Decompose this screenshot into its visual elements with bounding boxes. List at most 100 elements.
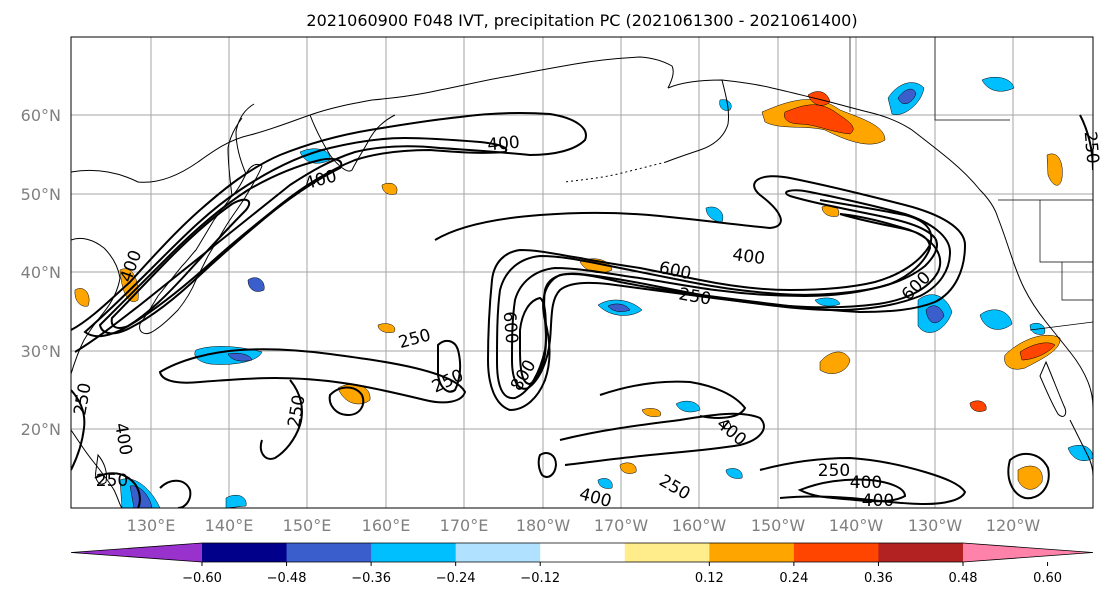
ivt-contour-jet-core-w [98, 157, 343, 335]
ivt-contour-south-e2 [599, 380, 747, 419]
colorbar-segment [709, 543, 795, 562]
lon-label: 140°W [829, 516, 884, 535]
ivt-contour-jet-east-800 [519, 296, 548, 386]
precip-patch-neg-3-core [897, 88, 917, 105]
colorbar-segment [878, 543, 964, 562]
precip-patch-neg-16 [725, 468, 743, 479]
precip-patch-sub-10 [377, 323, 396, 333]
lat-label: 50°N [21, 185, 61, 204]
precip-patch-ca-core [1019, 342, 1056, 361]
precip-patch-sub-8 [381, 182, 398, 195]
precip-patch-neg-8 [247, 277, 265, 292]
border-us-states-1 [1039, 200, 1093, 263]
lon-label: 150°E [283, 516, 332, 535]
colorbar-tick-label: 0.48 [949, 571, 978, 586]
gridlines [71, 37, 1093, 508]
precip-patch-sub-2 [1017, 465, 1043, 490]
map-title: 2021060900 F048 IVT, precipitation PC (2… [306, 11, 857, 30]
border-canada-provinces [934, 37, 1010, 121]
contour-label: 250 [818, 461, 850, 481]
colorbar-segment [540, 543, 626, 562]
colorbar-tick-label: −0.60 [182, 571, 222, 586]
colorbar-segment [202, 543, 288, 562]
border-mexico [1029, 321, 1093, 331]
colorbar-segment [71, 543, 202, 562]
ivt-contour-east-loop [1007, 452, 1050, 500]
colorbar-segment [963, 543, 1093, 562]
ivt-contour-sw-edge [71, 389, 86, 471]
colorbar-segment [286, 543, 372, 562]
colorbar-segment [371, 543, 457, 562]
colorbar-tick-label: 0.24 [779, 571, 808, 586]
lon-label: 170°E [440, 516, 489, 535]
ivt-contour-southeast [759, 456, 967, 506]
precip-patch-neg-11 [1067, 445, 1093, 461]
precip-patch-gulf-alaska-core [784, 104, 854, 135]
coast-japan [139, 163, 263, 335]
coast-sakhalin [227, 117, 243, 197]
colorbar-tick-label: −0.24 [436, 571, 476, 586]
colorbar-tick-label: 0.12 [695, 571, 724, 586]
borders [849, 37, 1093, 331]
precip-patch-neg-5 [979, 309, 1013, 330]
precip-patch-nw-us [1046, 153, 1063, 186]
precipitation-shading [74, 77, 1093, 508]
precip-patch-neg-12 [814, 297, 841, 307]
precip-patch-neg-17 [675, 400, 701, 413]
ivt-contour-jet-east-600 [510, 213, 942, 390]
colorbar-tick-label: 0.36 [864, 571, 893, 586]
contour-label: 400 [850, 473, 882, 493]
precip-patch-neg-6 [981, 77, 1015, 92]
coast-baja [1039, 360, 1067, 417]
precip-patch-neg-4-core [925, 305, 945, 323]
contour-label: 600 [499, 311, 522, 345]
colorbar-segment [793, 543, 879, 562]
lon-label: 150°W [751, 516, 806, 535]
lon-label: 130°E [127, 516, 176, 535]
precip-patch-jp-2 [74, 288, 90, 307]
lat-label: 60°N [21, 106, 61, 125]
ivt-contour-south-loop2 [159, 479, 192, 508]
border-us-states-2 [1061, 262, 1093, 301]
ivt-contour-sub-w [158, 348, 467, 404]
ivt-contour-southeast-inner [797, 478, 907, 503]
lon-label: 140°E [205, 516, 254, 535]
ivt-contour-sub-narrow [437, 339, 462, 393]
colorbar-tick-label: −0.12 [520, 571, 560, 586]
lat-label: 30°N [21, 342, 61, 361]
ivt-contour-jet-mid-w [83, 136, 508, 338]
contour-label: 400 [487, 133, 521, 156]
lon-label: 180°W [516, 516, 571, 535]
ivt-contour-south-e [559, 412, 765, 466]
precip-patch-sub-6 [969, 400, 987, 412]
precip-patch-neg-9 [225, 495, 247, 508]
ivt-contour-sub-sw [259, 379, 303, 460]
precip-patch-neg-2-core [227, 353, 253, 362]
colorbar-tick-label: −0.36 [351, 571, 391, 586]
ivt-contours [71, 112, 1093, 508]
lon-label: 130°W [908, 516, 963, 535]
lat-label: 20°N [21, 420, 61, 439]
contour-label: 250 [1080, 131, 1103, 165]
latitude-labels: 60°N 50°N 40°N 30°N 20°N [21, 106, 61, 439]
coast-philippines [95, 453, 107, 485]
colorbar [70, 542, 1094, 563]
ivt-contour-jet-inner-w [110, 198, 251, 329]
precip-patch-sub-7 [641, 408, 662, 417]
ivt-contour-jet-outer-w [71, 112, 587, 353]
ivt-contour-sub-small-loop [328, 386, 365, 417]
ivt-contour-jet-east-mid [495, 189, 952, 400]
colorbar-tick-label: 0.60 [1033, 571, 1062, 586]
coast-na-west [997, 217, 1093, 409]
lon-label: 160°E [362, 516, 411, 535]
map-frame [70, 36, 1094, 509]
coast-hawaii [723, 421, 731, 430]
precip-patch-sub-5 [619, 462, 637, 474]
ivt-contour-south-loop [537, 452, 558, 478]
lon-label: 160°W [672, 516, 727, 535]
precip-patch-neg-18 [597, 478, 613, 489]
colorbar-segment [455, 543, 541, 562]
lon-label: 170°W [594, 516, 649, 535]
contour-labels: 400 400 400 600 250 600 250 250 250 600 … [70, 131, 1102, 513]
